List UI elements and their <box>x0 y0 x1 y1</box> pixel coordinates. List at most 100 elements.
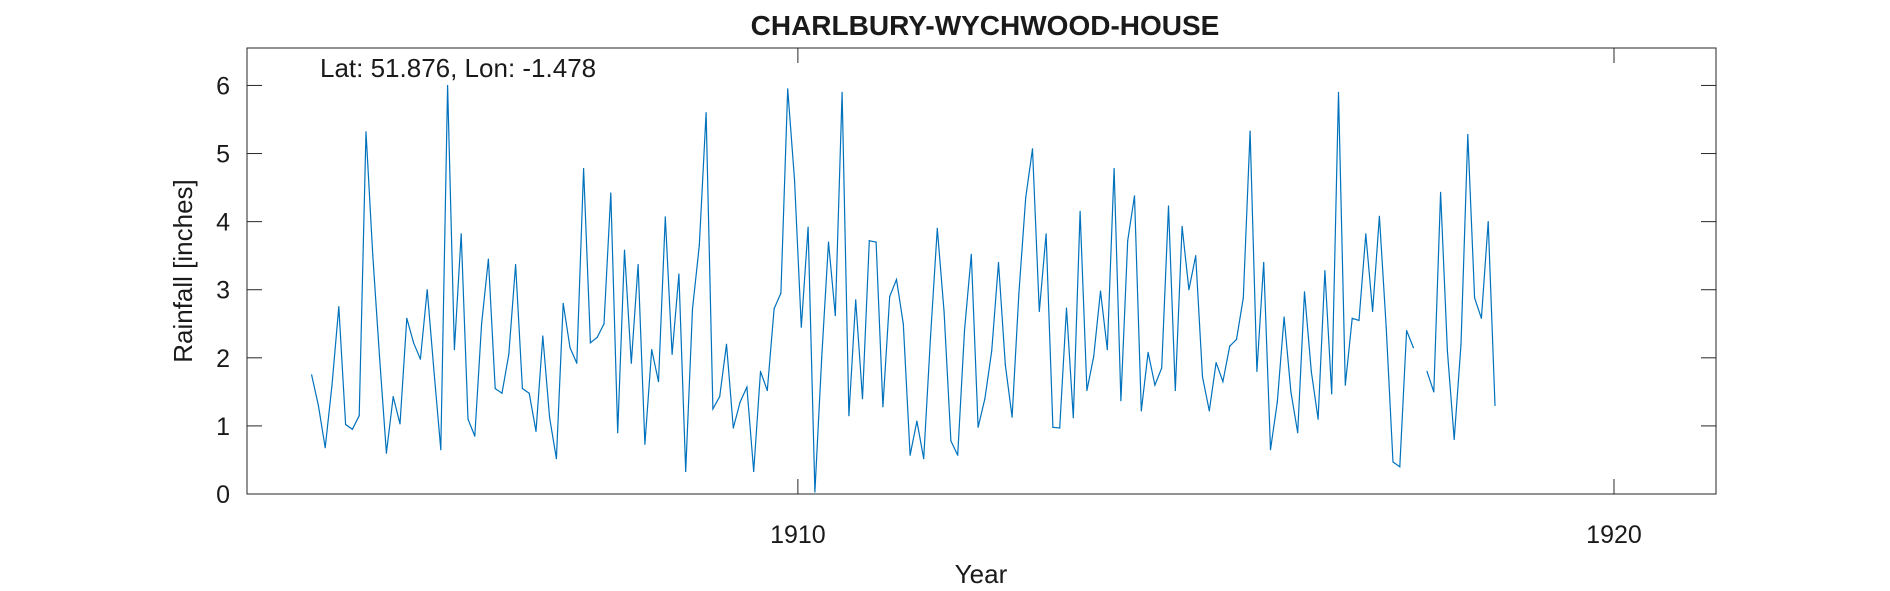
data-point <box>1331 393 1333 395</box>
data-point <box>936 227 938 229</box>
data-point <box>1337 91 1340 93</box>
data-point <box>385 452 387 454</box>
data-point <box>1317 418 1319 420</box>
data-point <box>1433 391 1435 393</box>
y-axis-label: Rainfall [inches] <box>168 179 198 363</box>
data-points <box>311 84 1496 493</box>
data-point <box>1460 343 1462 345</box>
data-point <box>426 289 428 291</box>
data-point <box>814 491 816 493</box>
data-point <box>827 241 830 243</box>
data-point <box>861 398 864 400</box>
data-point <box>957 454 959 456</box>
data-point <box>1086 389 1088 392</box>
data-point <box>603 323 605 325</box>
data-point <box>392 396 394 398</box>
data-point <box>963 330 966 332</box>
data-point <box>1446 350 1448 352</box>
data-point <box>379 357 381 359</box>
data-point <box>651 349 653 351</box>
data-point <box>950 440 952 442</box>
data-point <box>610 192 612 194</box>
data-point <box>1351 317 1353 319</box>
data-point <box>481 323 483 325</box>
data-point <box>1372 310 1374 313</box>
data-point <box>773 308 775 310</box>
data-point <box>406 317 408 319</box>
data-point <box>705 112 707 114</box>
data-point <box>467 418 469 420</box>
data-point <box>991 350 993 352</box>
data-point <box>1297 432 1299 434</box>
data-point <box>596 336 598 338</box>
data-point <box>793 178 796 180</box>
data-point <box>515 263 517 266</box>
data-point <box>555 458 558 460</box>
data-point <box>1426 370 1428 372</box>
data-point <box>1440 191 1442 193</box>
data-point <box>1188 289 1190 291</box>
data-point <box>1072 417 1074 419</box>
data-point <box>1174 389 1176 392</box>
data-point <box>1208 410 1210 412</box>
y-tick-labels: 0 1 2 3 4 5 6 <box>216 72 230 509</box>
plot-area <box>246 47 1717 495</box>
data-point <box>1385 326 1387 328</box>
data-point <box>1399 466 1401 468</box>
data-point <box>834 315 836 317</box>
data-point <box>1052 426 1054 428</box>
data-point <box>1065 307 1068 309</box>
x-tick-labels: 1910 1920 <box>770 521 1642 549</box>
data-point <box>1004 364 1006 366</box>
data-point <box>943 311 945 313</box>
data-point <box>732 427 734 429</box>
data-point <box>331 384 333 386</box>
data-point <box>474 435 476 437</box>
data-point <box>521 387 524 390</box>
data-point <box>1229 345 1231 347</box>
data-point <box>311 374 313 376</box>
data-point <box>1249 130 1251 132</box>
data-point <box>562 302 564 304</box>
data-point <box>685 470 687 473</box>
data-point <box>1365 233 1367 235</box>
data-point <box>780 292 782 294</box>
data-point <box>984 398 986 400</box>
data-point <box>413 342 415 344</box>
data-point <box>351 428 353 430</box>
y-tick-label: 0 <box>216 481 230 509</box>
data-point <box>725 343 728 345</box>
data-point <box>1358 319 1360 321</box>
data-point <box>1290 391 1292 393</box>
data-point <box>1059 427 1061 429</box>
data-point <box>549 417 551 419</box>
data-point <box>508 353 510 355</box>
data-point <box>1106 349 1108 351</box>
data-point <box>698 244 700 247</box>
data-point <box>372 255 374 257</box>
data-point <box>719 396 721 398</box>
data-point <box>889 295 891 298</box>
data-point <box>576 362 578 364</box>
data-point <box>637 263 639 266</box>
data-point <box>1161 367 1163 369</box>
data-point <box>358 415 360 417</box>
data-point <box>855 299 857 301</box>
data-point <box>433 370 435 372</box>
data-point <box>623 249 626 251</box>
data-point <box>501 392 503 394</box>
data-point <box>739 401 741 403</box>
data-point <box>1181 225 1183 227</box>
data-point <box>487 258 489 260</box>
data-point <box>997 261 1000 264</box>
data-point <box>338 306 340 308</box>
data-point <box>1120 400 1122 402</box>
data-point <box>1487 221 1489 223</box>
data-point <box>542 335 544 337</box>
data-point <box>678 273 680 275</box>
y-tick-label: 6 <box>216 72 230 100</box>
x-tick-label: 1920 <box>1586 521 1642 549</box>
data-point <box>419 358 421 360</box>
data-point <box>399 423 401 425</box>
